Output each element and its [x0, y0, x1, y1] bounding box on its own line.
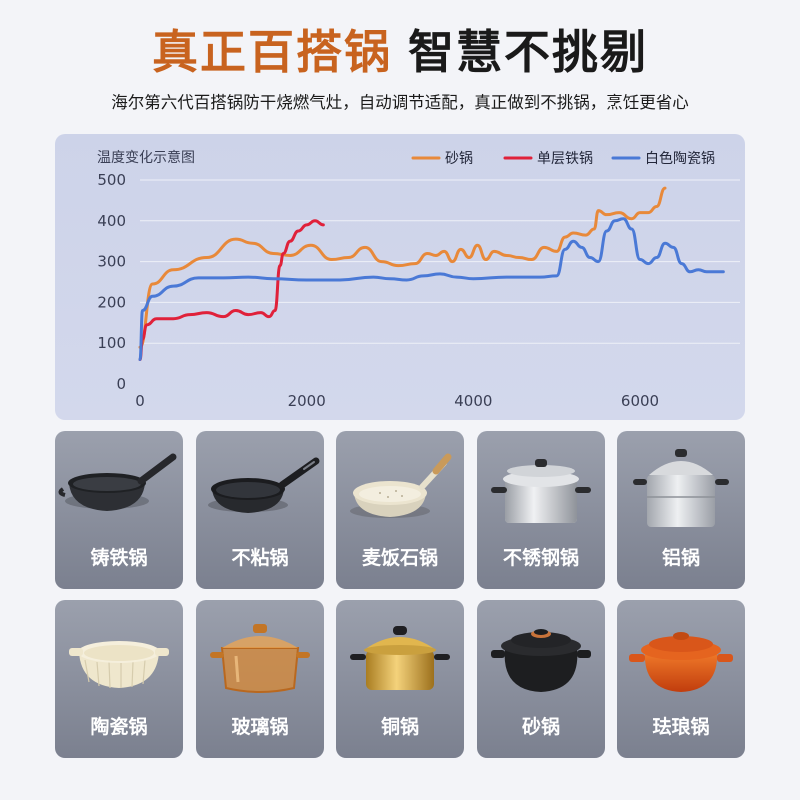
cookware-label: 陶瓷锅	[90, 716, 148, 738]
y-tick-label: 200	[97, 293, 126, 311]
chart-ticks: 0 100 200 300 400 500 0 2000 4000 6000	[97, 171, 659, 410]
temperature-chart-svg: 温度变化示意图 0 100 200 300 400 500 0 2000 4000 6000 砂锅…	[97, 149, 740, 410]
y-tick-label: 0	[116, 375, 126, 393]
clay-pot-icon	[491, 629, 591, 692]
cookware-card-1[interactable]: 不粘锅	[196, 431, 324, 589]
subline: 海尔第六代百搭锅防干烧燃气灶，自动调节适配，真正做到不挑锅，烹饪更省心	[111, 93, 689, 112]
y-tick-label: 400	[97, 212, 126, 230]
cookware-card-3[interactable]: 不锈钢锅	[477, 431, 605, 589]
y-tick-label: 500	[97, 171, 126, 189]
cookware-label: 砂锅	[521, 716, 560, 738]
cookware-label: 铜锅	[380, 716, 419, 738]
series-line-0	[138, 186, 667, 349]
cookware-label: 不粘锅	[231, 547, 289, 569]
y-tick-label: 100	[97, 334, 126, 352]
cookware-label: 麦饭石锅	[361, 547, 438, 569]
cookware-card-0[interactable]: 铸铁锅	[55, 431, 183, 589]
y-tick-label: 300	[97, 253, 126, 271]
stone-pan-icon	[350, 453, 452, 518]
cookware-label: 珐琅锅	[652, 716, 710, 738]
headline: 真正百搭锅 智慧不挑剔	[0, 22, 800, 82]
chart-series	[138, 186, 725, 362]
x-tick-label: 4000	[454, 392, 492, 410]
x-tick-label: 2000	[288, 392, 326, 410]
cookware-card-2[interactable]: 麦饭石锅	[336, 431, 464, 589]
nonstick-pan-icon	[208, 457, 320, 513]
cookware-card-5[interactable]: 陶瓷锅	[55, 600, 183, 758]
x-tick-label: 0	[135, 392, 145, 410]
series-line-1	[138, 219, 325, 362]
glass-pot-icon	[210, 624, 310, 693]
series-line-2	[138, 217, 725, 362]
chart-legend: 砂锅 单层铁锅 白色陶瓷锅	[411, 150, 715, 167]
legend-label-1: 单层铁锅	[537, 151, 593, 167]
cookware-card-8[interactable]: 砂锅	[477, 600, 605, 758]
cookware-label: 铸铁锅	[90, 547, 148, 569]
cookware-card-7[interactable]: 铜锅	[336, 600, 464, 758]
aluminum-steamer-icon	[633, 449, 729, 527]
copper-pot-icon	[350, 626, 450, 690]
ceramic-bowl-icon	[69, 641, 169, 689]
stainless-pot-icon	[491, 459, 591, 523]
cast-iron-wok-icon	[58, 453, 177, 511]
cookware-card-6[interactable]: 玻璃锅	[196, 600, 324, 758]
cookware-card-9[interactable]: 珐琅锅	[617, 600, 745, 758]
legend-label-0: 砂锅	[445, 151, 473, 167]
cookware-label: 玻璃锅	[231, 716, 289, 738]
headline-accent: 真正百搭锅	[152, 25, 392, 79]
enamel-pot-icon	[629, 632, 733, 692]
temperature-chart: 温度变化示意图 0 100 200 300 400 500 0 2000 4000 6000 砂锅…	[55, 134, 745, 420]
chart-grid	[140, 179, 740, 344]
legend-label-2: 白色陶瓷锅	[645, 150, 715, 167]
x-tick-label: 6000	[621, 392, 659, 410]
cookware-label: 铝锅	[661, 547, 700, 569]
chart-title: 温度变化示意图	[97, 149, 195, 166]
cookware-label: 不锈钢锅	[502, 547, 579, 569]
cookware-card-4[interactable]: 铝锅	[617, 431, 745, 589]
headline-dark: 智慧不挑剔	[408, 25, 648, 79]
